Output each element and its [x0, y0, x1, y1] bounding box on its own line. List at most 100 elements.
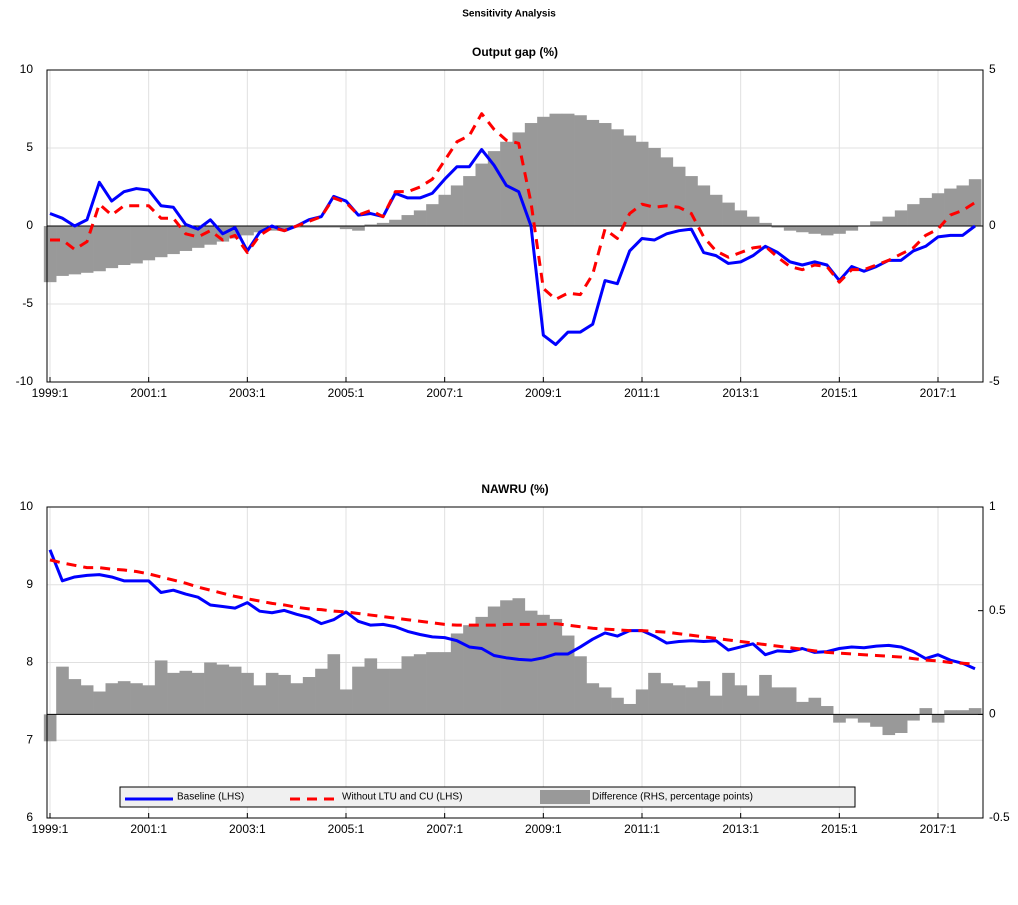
difference-bar	[475, 616, 489, 715]
difference-bar	[931, 714, 945, 723]
difference-bar	[142, 685, 156, 715]
x-tick-label: 1999:1	[32, 386, 69, 400]
x-tick-label: 2003:1	[229, 386, 266, 400]
difference-bar	[278, 674, 291, 715]
difference-bar	[302, 677, 316, 715]
difference-bar	[537, 614, 550, 715]
difference-bar	[882, 216, 896, 226]
difference-bar	[672, 685, 686, 715]
plot-border	[46, 506, 984, 819]
figure-title: Sensitivity Analysis	[462, 9, 556, 20]
difference-bar	[167, 226, 180, 255]
difference-bar	[944, 188, 957, 226]
x-tick-label: 2001:1	[130, 822, 167, 836]
x-tick-label: 2017:1	[920, 822, 957, 836]
difference-bar	[783, 226, 797, 231]
difference-bar	[845, 714, 859, 719]
difference-bar	[722, 202, 735, 226]
difference-bar	[389, 219, 402, 226]
difference-bar	[463, 625, 476, 715]
x-tick-label: 2013:1	[722, 822, 759, 836]
difference-bar	[697, 681, 711, 715]
difference-bar	[820, 226, 834, 236]
y2-tick-label: -5	[989, 374, 1000, 388]
difference-bar	[796, 226, 809, 233]
difference-bar	[907, 204, 920, 226]
difference-bar	[487, 151, 501, 226]
difference-bar	[130, 683, 143, 715]
difference-bar	[931, 193, 945, 226]
difference-bar	[524, 123, 538, 226]
difference-bar	[327, 226, 341, 228]
difference-bar	[364, 658, 378, 715]
difference-bar	[709, 194, 723, 226]
y-tick-label: -10	[16, 374, 34, 388]
difference-bar	[191, 672, 205, 715]
difference-bar	[524, 610, 538, 715]
difference-bar	[475, 163, 489, 226]
difference-bar	[734, 210, 748, 226]
difference-bar	[537, 116, 550, 226]
difference-bar	[413, 210, 427, 226]
difference-bar	[722, 672, 735, 715]
difference-bar	[561, 635, 575, 715]
series-line	[50, 112, 976, 301]
difference-bar	[93, 691, 106, 715]
difference-bar	[919, 708, 933, 715]
difference-bar	[783, 687, 797, 715]
legend-box	[119, 786, 856, 808]
plot-border	[46, 69, 984, 383]
difference-bar	[438, 194, 452, 226]
panel-title: NAWRU (%)	[481, 482, 548, 496]
difference-bar	[894, 210, 908, 226]
difference-bar	[660, 683, 674, 715]
difference-bar	[919, 197, 933, 226]
plot-marks	[43, 549, 983, 742]
difference-bar	[438, 652, 452, 715]
difference-bar	[709, 695, 723, 715]
difference-bar	[685, 176, 698, 226]
difference-bar	[315, 226, 328, 228]
difference-bar	[894, 714, 908, 733]
difference-bar	[574, 115, 587, 226]
difference-bar	[660, 157, 674, 226]
y-tick-label: 7	[26, 732, 33, 746]
y-tick-label: 10	[20, 62, 34, 76]
y2-tick-label: 0	[989, 218, 996, 232]
difference-bar	[179, 670, 193, 715]
difference-bar	[870, 714, 883, 727]
difference-bar	[734, 685, 748, 715]
difference-bar	[845, 226, 859, 231]
difference-bar	[265, 672, 279, 715]
difference-bar	[598, 687, 612, 715]
difference-bar	[265, 226, 279, 231]
difference-bar	[685, 687, 698, 715]
difference-bar	[352, 666, 365, 715]
difference-bar	[43, 226, 57, 283]
difference-bar	[561, 113, 575, 226]
difference-bar	[968, 708, 982, 715]
difference-bar	[648, 672, 661, 715]
difference-bar	[105, 226, 119, 269]
difference-bar	[968, 179, 982, 226]
difference-bar	[746, 216, 760, 226]
x-tick-label: 2001:1	[130, 386, 167, 400]
y2-tick-label: 0.5	[989, 603, 1006, 617]
difference-bar	[623, 135, 637, 226]
difference-bar	[68, 679, 82, 715]
difference-bar	[56, 666, 69, 715]
legend-swatch	[540, 790, 590, 804]
x-tick-label: 2013:1	[722, 386, 759, 400]
difference-bar	[191, 226, 205, 248]
difference-bar	[771, 226, 785, 228]
difference-bar	[204, 662, 217, 715]
legend-label: Baseline (LHS)	[177, 792, 244, 803]
difference-bar	[389, 668, 402, 715]
x-tick-label: 2003:1	[229, 822, 266, 836]
difference-bar	[549, 618, 563, 715]
difference-bar	[944, 710, 957, 715]
x-tick-label: 2017:1	[920, 386, 957, 400]
difference-bar	[611, 697, 624, 715]
x-tick-label: 2011:1	[624, 386, 660, 400]
difference-bar	[401, 215, 415, 226]
